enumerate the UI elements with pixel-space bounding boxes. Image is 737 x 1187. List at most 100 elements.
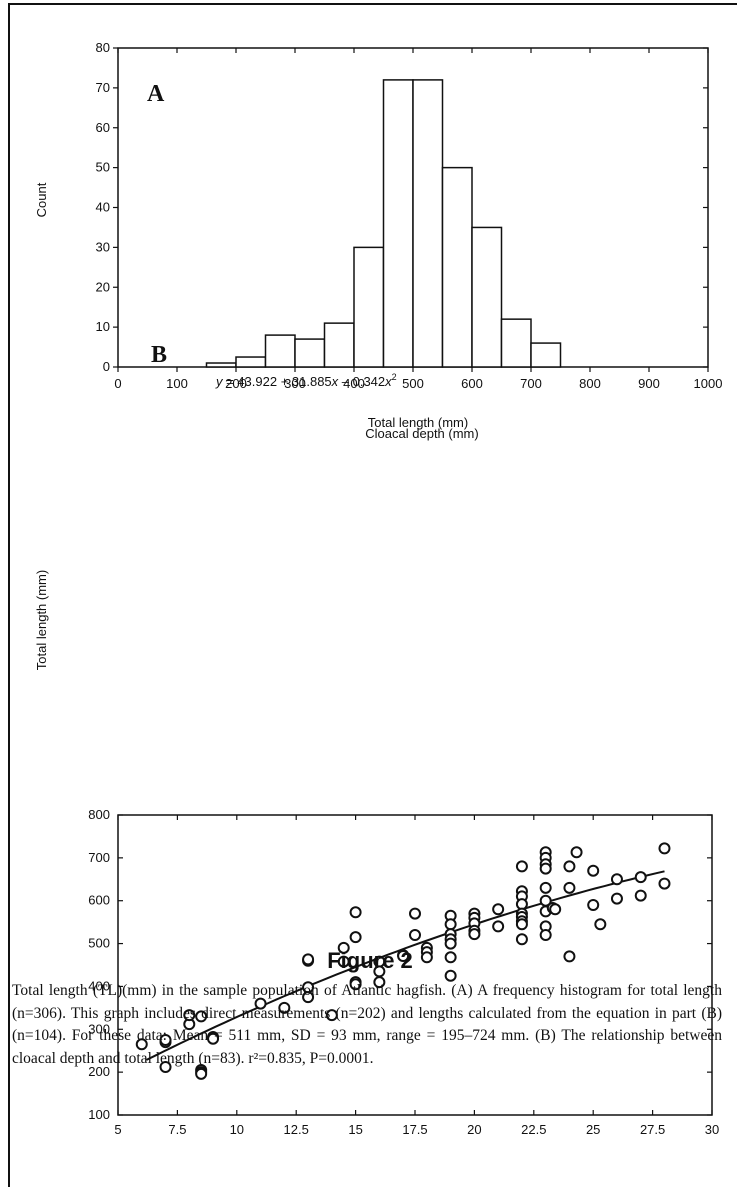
scatter-point-40 (444, 951, 457, 964)
x-tick-label-a-2: 200 (225, 376, 247, 391)
equation-x-symbol: x (331, 374, 339, 389)
y-tick-label-b-1: 200 (88, 1064, 110, 1079)
regression-curve (146, 870, 665, 1061)
histogram-bar-8 (441, 166, 473, 368)
y-tick-label-b-5: 600 (88, 893, 110, 908)
x-tick-label-b-8: 25 (586, 1122, 600, 1137)
x-tick-label-a-7: 700 (520, 376, 542, 391)
y-tick-label-a-4: 40 (96, 200, 110, 215)
scatter-point-36 (444, 918, 457, 931)
scatter-point-73 (587, 864, 600, 877)
y-tick-label-b-6: 700 (88, 850, 110, 865)
histogram-y-axis-label: Count (34, 182, 49, 217)
x-tick-label-a-5: 500 (402, 376, 424, 391)
x-tick-label-b-2: 10 (230, 1122, 244, 1137)
y-tick-label-a-5: 50 (96, 160, 110, 175)
y-tick-label-b-3: 400 (88, 978, 110, 993)
scatter-point-3 (159, 1061, 172, 1073)
x-tick-label-b-5: 17.5 (402, 1122, 427, 1137)
scatter-point-18 (325, 1009, 338, 1022)
scatter-point-34 (420, 951, 433, 964)
scatter-point-21 (349, 906, 362, 919)
scatter-point-27 (373, 976, 386, 989)
scatter-point-71 (563, 950, 576, 963)
y-tick-label-b-0: 100 (88, 1107, 110, 1122)
scatter-chart: 5 7.5 10 12.5 15 17.5 20 22.5 25 27.5 301002003004… (34, 342, 719, 1137)
scatter-point-11 (207, 1032, 220, 1045)
scatter-point-39 (444, 937, 457, 950)
scatter-point-22 (349, 931, 362, 944)
y-tick-label-a-7: 70 (96, 80, 110, 95)
histogram-bar-4 (323, 322, 355, 368)
histogram-bar-10 (500, 318, 532, 368)
scatter-y-axis-label: Total length (mm) (34, 570, 49, 670)
histogram-bars (205, 79, 562, 368)
y-tick-label-a-6: 60 (96, 120, 110, 135)
equation-x-symbol-2: x (384, 374, 392, 389)
scatter-point-31 (409, 929, 421, 941)
histogram-ticks: 0 100 200 300 400 500 600 700 800 900 1000 0 10 20 30 4… (96, 40, 723, 391)
equation-coefficients: = 43.922 + 31.885 (223, 374, 332, 389)
scatter-point-69 (563, 860, 576, 873)
y-tick-label-b-7: 800 (88, 807, 110, 822)
histogram-bar-6 (382, 79, 414, 368)
scatter-point-15 (302, 953, 315, 966)
scatter-point-49 (515, 860, 528, 873)
histogram-bar-2 (264, 334, 296, 368)
regression-equation: y = 43.922 + 31.885x – 0.342x2 (215, 372, 397, 389)
scatter-point-47 (492, 903, 505, 916)
y-tick-label-a-0: 0 (103, 359, 110, 374)
scatter-point-17 (302, 991, 315, 1004)
figure-caption: Total length (TL)(mm) in the sample popu… (12, 982, 722, 1067)
scatter-point-30 (409, 907, 421, 920)
histogram-bar-3 (294, 338, 326, 368)
scatter-point-5 (183, 1009, 196, 1022)
histogram-bar-1 (235, 356, 267, 368)
y-tick-label-a-3: 30 (96, 239, 110, 254)
scatter-point-41 (444, 969, 457, 982)
scatter-point-66 (539, 929, 552, 941)
scatter-point-46 (468, 928, 481, 941)
scatter-point-74 (587, 899, 600, 911)
histogram-bar-0 (205, 362, 237, 368)
scatter-point-29 (397, 950, 410, 962)
histogram-bar-7 (412, 79, 444, 368)
scatter-point-9 (195, 1067, 208, 1080)
scatter-ticks: 5 7.5 10 12.5 15 17.5 20 22.5 25 27.5 30 100 200 300 4… (88, 807, 719, 1137)
scatter-point-72 (570, 846, 583, 859)
x-tick-label-b-10: 30 (705, 1122, 719, 1137)
scatter-point-61 (539, 862, 552, 875)
scatter-point-77 (610, 892, 623, 905)
scatter-point-57 (515, 933, 528, 946)
scatter-point-70 (563, 881, 576, 894)
scatter-point-6 (195, 1010, 208, 1023)
page-frame-left (8, 3, 10, 1187)
x-tick-label-a-9: 900 (638, 376, 660, 391)
y-tick-label-b-4: 500 (88, 936, 110, 951)
scatter-point-62 (539, 881, 552, 894)
histogram-bar-5 (353, 246, 385, 368)
x-tick-label-a-3: 300 (284, 376, 306, 391)
x-tick-label-b-1: 7.5 (168, 1122, 186, 1137)
y-tick-label-b-2: 300 (88, 1021, 110, 1036)
y-tick-label-a-8: 80 (96, 40, 110, 55)
scatter-point-81 (658, 877, 671, 890)
x-tick-label-b-7: 22.5 (521, 1122, 546, 1137)
y-tick-label-a-2: 20 (96, 279, 110, 294)
scatter-point-76 (610, 873, 623, 886)
scatter-point-12 (254, 997, 267, 1010)
x-tick-label-b-3: 12.5 (284, 1122, 309, 1137)
panel-label-a: A (147, 81, 165, 107)
histogram-bar-9 (471, 226, 503, 368)
scatter-point-79 (634, 889, 647, 902)
scatter-point-56 (515, 918, 528, 931)
x-tick-label-a-6: 600 (461, 376, 483, 391)
scatter-points (135, 842, 671, 1080)
scatter-point-48 (492, 920, 505, 933)
histogram-chart: 0 100 200 300 400 500 600 700 800 900 1000 0 10 20 30 4… (34, 40, 723, 430)
x-tick-label-a-0: 0 (114, 376, 121, 391)
scatter-point-19 (337, 955, 350, 968)
panel-label-b: B (151, 342, 167, 368)
x-tick-label-b-6: 20 (467, 1122, 481, 1137)
x-tick-label-b-0: 5 (114, 1122, 121, 1137)
